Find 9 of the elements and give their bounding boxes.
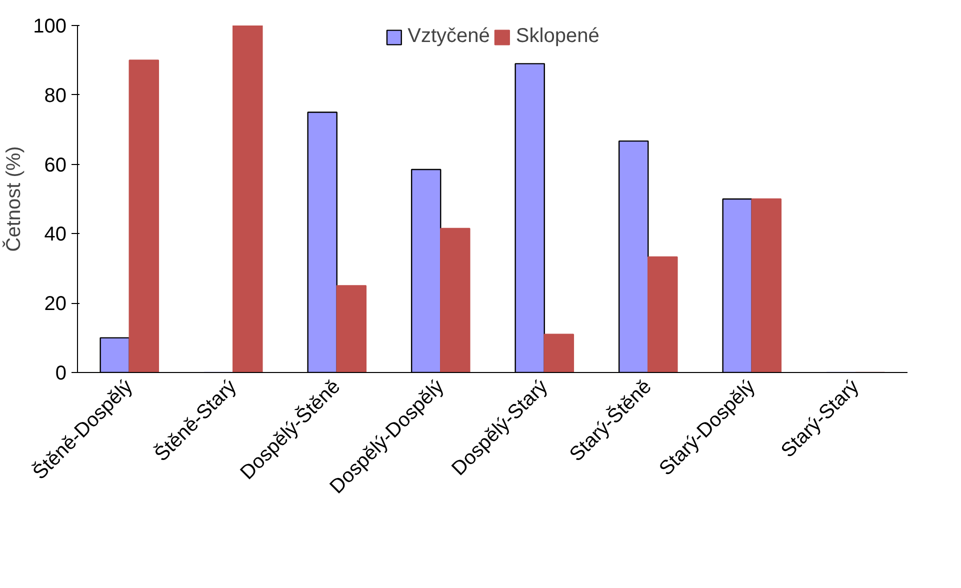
y-tick-label: 40 (44, 224, 67, 246)
y-tick-label: 60 (44, 154, 67, 176)
y-tick-label: 80 (44, 84, 67, 107)
y-axis-title: Četnost (%) (2, 146, 26, 252)
legend-label: Sklopené (516, 25, 600, 48)
legend-label: Vztyčené (408, 25, 490, 48)
y-tick-label: 20 (44, 293, 67, 316)
y-tick-label: 100 (33, 16, 67, 38)
y-tick-label: 0 (55, 362, 66, 384)
